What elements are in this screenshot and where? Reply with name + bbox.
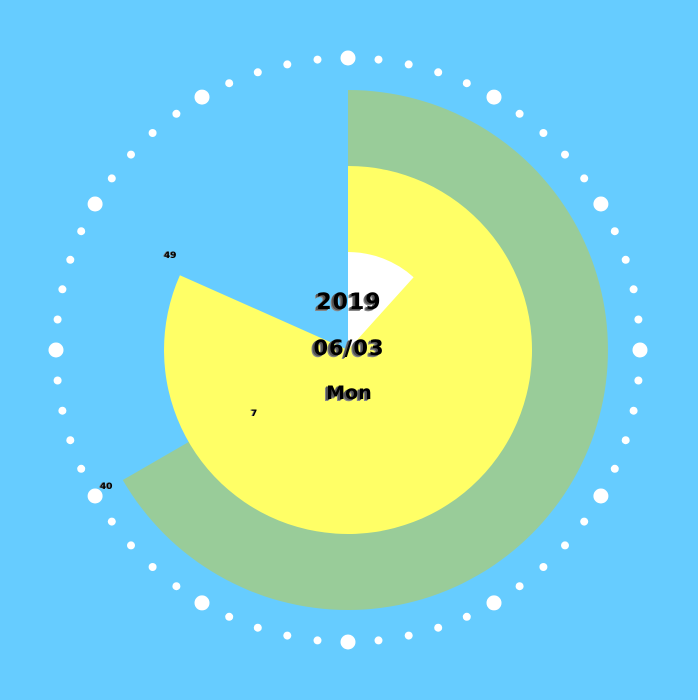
- minute-dot: [127, 541, 135, 550]
- minute-dot: [434, 68, 443, 77]
- date-text: 06/03: [313, 336, 385, 360]
- minute-dot: [253, 68, 262, 77]
- minute-dot: [374, 55, 383, 64]
- middle-ring-arc: [164, 166, 533, 534]
- inner-ring-arc: [348, 252, 414, 350]
- minute-dot: [629, 406, 638, 415]
- minute-dot: [313, 55, 322, 64]
- hour-dot: [340, 50, 356, 66]
- minute-dot: [634, 315, 643, 324]
- hour-dot: [340, 634, 356, 650]
- minute-dot: [580, 517, 589, 526]
- minute-dot: [107, 517, 116, 526]
- minute-dot: [434, 623, 443, 632]
- minute-dot: [58, 285, 67, 294]
- minute-dot: [283, 631, 292, 640]
- minute-dot: [634, 376, 643, 385]
- minute-dot: [66, 436, 75, 445]
- minute-dot: [621, 436, 630, 445]
- minute-dot: [404, 60, 413, 69]
- minute-dot: [283, 60, 292, 69]
- hour-dot: [194, 89, 210, 105]
- minute-dot: [515, 109, 524, 118]
- minute-dot: [77, 227, 86, 236]
- minute-dot: [225, 612, 234, 621]
- dial-dots: [48, 50, 648, 650]
- minute-dot: [561, 150, 569, 159]
- hour-dot: [87, 488, 103, 504]
- year-text: 2019: [316, 290, 382, 315]
- minute-dot: [53, 315, 62, 324]
- minute-dot: [462, 612, 471, 621]
- minute-dot: [561, 541, 569, 550]
- minute-dot: [58, 406, 67, 415]
- weekday-text: Mon: [326, 382, 372, 404]
- minute-dot: [313, 636, 322, 645]
- minute-dot: [374, 636, 383, 645]
- minute-dot: [404, 631, 413, 640]
- hour-dot: [593, 488, 609, 504]
- minute-dot: [148, 563, 157, 571]
- minute-dot: [53, 376, 62, 385]
- minute-dot: [148, 129, 157, 137]
- hour-dot: [486, 595, 502, 611]
- minute-dot: [610, 227, 619, 236]
- minute-dot: [539, 563, 548, 571]
- minute-dot: [629, 285, 638, 294]
- outer-ring-label: 40: [100, 482, 113, 492]
- hour-dot: [632, 342, 648, 358]
- inner-ring-label: 7: [251, 409, 258, 419]
- minute-dot: [107, 174, 116, 183]
- minute-dot: [610, 464, 619, 473]
- minute-dot: [127, 150, 135, 159]
- hour-dot: [486, 89, 502, 105]
- hour-dot: [194, 595, 210, 611]
- minute-dot: [172, 582, 181, 591]
- minute-dot: [172, 109, 181, 118]
- minute-dot: [462, 79, 471, 88]
- hour-dot: [48, 342, 64, 358]
- minute-dot: [66, 255, 75, 264]
- minute-dot: [621, 255, 630, 264]
- minute-dot: [515, 582, 524, 591]
- minute-dot: [539, 129, 548, 137]
- minute-dot: [580, 174, 589, 183]
- minute-dot: [225, 79, 234, 88]
- hour-dot: [87, 196, 103, 212]
- hour-dot: [593, 196, 609, 212]
- minute-dot: [77, 464, 86, 473]
- minute-dot: [253, 623, 262, 632]
- middle-ring-label: 49: [164, 251, 177, 261]
